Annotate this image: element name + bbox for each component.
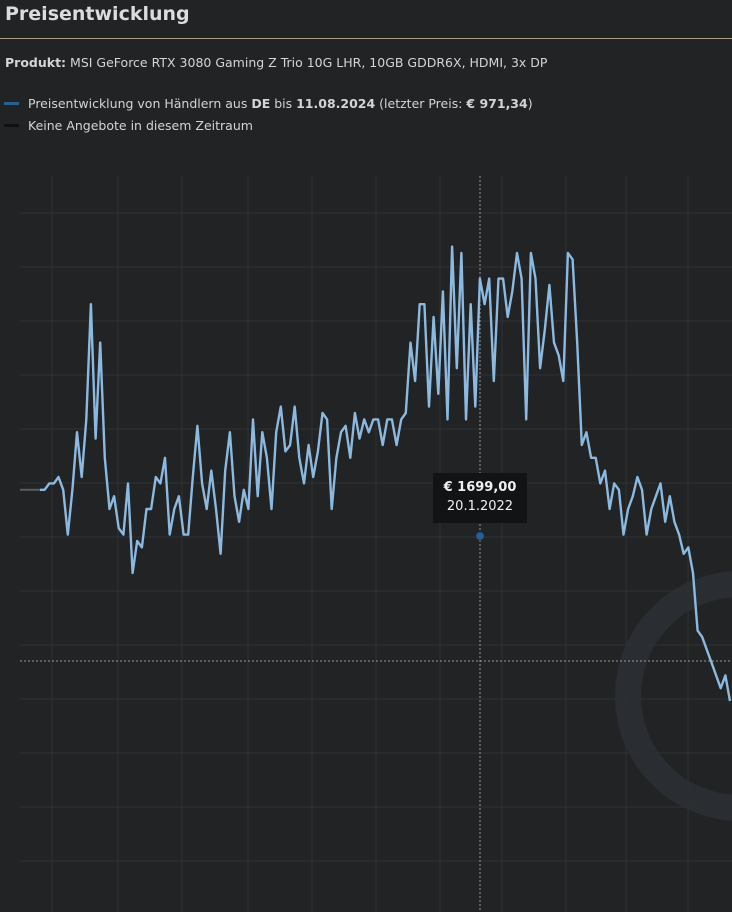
legend-last-price: € 971,34 <box>466 96 528 111</box>
legend-country: DE <box>251 96 271 111</box>
legend-series-prefix: Preisentwicklung von Händlern aus <box>28 96 252 111</box>
legend-last-price-suffix: ) <box>527 96 533 111</box>
legend-swatch-series <box>4 102 19 105</box>
legend-until-date: 11.08.2024 <box>296 96 376 111</box>
tooltip-date: 20.1.2022 <box>446 499 514 514</box>
tooltip-price: € 1699,00 <box>443 480 517 495</box>
product-name: MSI GeForce RTX 3080 Gaming Z Trio 10G L… <box>70 55 548 70</box>
legend-item-price-series[interactable]: Preisentwicklung von Händlern aus DE bis… <box>4 95 533 117</box>
product-label: Produkt: <box>5 55 67 70</box>
hover-point <box>475 531 485 541</box>
price-tooltip: € 1699,00 20.1.2022 <box>433 473 527 523</box>
hover-crosshair <box>20 176 732 912</box>
legend-last-price-prefix: (letzter Preis: <box>375 96 467 111</box>
legend-no-offers-label: Keine Angebote in diesem Zeitraum <box>28 118 253 133</box>
price-chart[interactable] <box>0 176 732 912</box>
chart-legend: Preisentwicklung von Händlern aus DE bis… <box>4 95 533 139</box>
page-title: Preisentwicklung <box>5 3 190 25</box>
legend-item-no-offers[interactable]: Keine Angebote in diesem Zeitraum <box>4 117 533 139</box>
product-line: Produkt: MSI GeForce RTX 3080 Gaming Z T… <box>5 55 547 70</box>
legend-swatch-no-offers <box>4 124 19 127</box>
legend-until-word: bis <box>270 96 297 111</box>
price-series-line[interactable] <box>40 245 732 702</box>
watermark-logo <box>615 571 732 821</box>
title-divider <box>0 38 732 39</box>
chart-grid <box>20 176 732 912</box>
